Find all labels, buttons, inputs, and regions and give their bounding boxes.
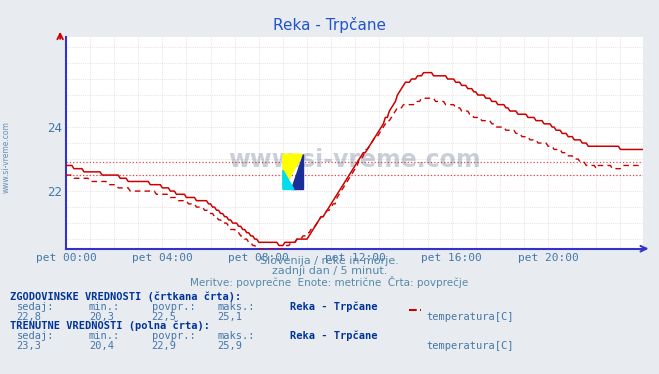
Text: 22,5: 22,5 [152, 312, 177, 322]
Text: www.si-vreme.com: www.si-vreme.com [228, 148, 480, 172]
Text: zadnji dan / 5 minut.: zadnji dan / 5 minut. [272, 266, 387, 276]
Text: 20,4: 20,4 [89, 341, 114, 351]
Text: povpr.:: povpr.: [152, 331, 195, 341]
Text: 25,9: 25,9 [217, 341, 243, 351]
Text: 22,9: 22,9 [152, 341, 177, 351]
Text: TRENUTNE VREDNOSTI (polna črta):: TRENUTNE VREDNOSTI (polna črta): [10, 321, 210, 331]
Text: Meritve: povprečne  Enote: metrične  Črta: povprečje: Meritve: povprečne Enote: metrične Črta:… [190, 276, 469, 288]
Text: sedaj:: sedaj: [16, 302, 54, 312]
Polygon shape [291, 154, 303, 190]
Text: www.si-vreme.com: www.si-vreme.com [2, 121, 11, 193]
Text: povpr.:: povpr.: [152, 302, 195, 312]
Text: 20,3: 20,3 [89, 312, 114, 322]
Text: 25,1: 25,1 [217, 312, 243, 322]
Text: Reka - Trpčane: Reka - Trpčane [290, 331, 378, 341]
Text: maks.:: maks.: [217, 302, 255, 312]
Text: maks.:: maks.: [217, 331, 255, 341]
Text: 23,3: 23,3 [16, 341, 42, 351]
Text: ZGODOVINSKE VREDNOSTI (črtkana črta):: ZGODOVINSKE VREDNOSTI (črtkana črta): [10, 292, 241, 302]
Text: sedaj:: sedaj: [16, 331, 54, 341]
Text: Reka - Trpčane: Reka - Trpčane [273, 17, 386, 33]
Text: min.:: min.: [89, 331, 120, 341]
Polygon shape [283, 154, 303, 190]
Text: Slovenija / reke in morje.: Slovenija / reke in morje. [260, 256, 399, 266]
Polygon shape [283, 170, 294, 190]
Text: temperatura[C]: temperatura[C] [426, 312, 514, 322]
Text: min.:: min.: [89, 302, 120, 312]
Text: Reka - Trpčane: Reka - Trpčane [290, 302, 378, 312]
Text: temperatura[C]: temperatura[C] [426, 341, 514, 351]
Text: 22,8: 22,8 [16, 312, 42, 322]
